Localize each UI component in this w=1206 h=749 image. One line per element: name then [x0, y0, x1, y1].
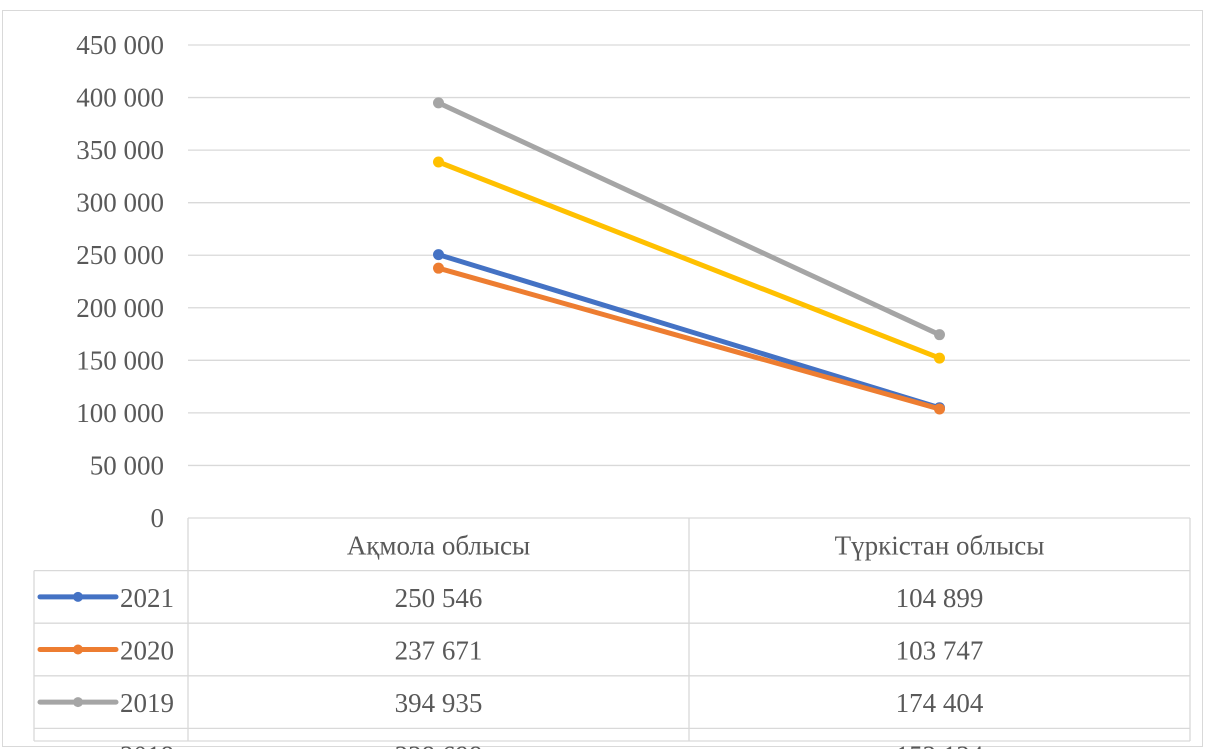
legend-key-marker — [73, 697, 83, 708]
legend-label: 2019 — [120, 688, 174, 718]
data-point — [934, 352, 945, 364]
series-line — [436, 265, 942, 412]
y-tick-label: 200 000 — [76, 293, 164, 323]
y-tick-label: 300 000 — [76, 188, 164, 218]
gridlines — [188, 44, 1190, 467]
series-line — [436, 100, 942, 338]
series-line — [436, 252, 942, 411]
legend-label: 2021 — [120, 583, 174, 613]
data-point — [934, 329, 945, 341]
series-lines — [433, 97, 945, 415]
legend-label: 2018 — [120, 741, 174, 749]
data-table-value: 152 124 — [896, 741, 984, 749]
legend-label: 2020 — [120, 636, 174, 666]
y-tick-label: 350 000 — [76, 135, 164, 165]
series-line — [436, 159, 942, 361]
y-tick-label: 450 000 — [76, 30, 164, 60]
y-tick-label: 400 000 — [76, 83, 164, 113]
x-tick-label: Ақмола облысы — [347, 530, 530, 560]
y-tick-label: 150 000 — [76, 345, 164, 375]
data-point — [934, 403, 945, 415]
data-point — [433, 249, 444, 261]
chart-frame — [2, 10, 1203, 747]
data-table-value: 338 698 — [395, 741, 483, 749]
data-table-value: 104 899 — [896, 583, 984, 613]
data-point — [433, 97, 444, 109]
data-point — [433, 156, 444, 168]
legend-key-marker — [73, 591, 83, 602]
data-table-value: 394 935 — [395, 688, 483, 718]
data-table-value: 103 747 — [896, 636, 984, 666]
data-table-value: 174 404 — [896, 688, 984, 718]
y-tick-label: 50 000 — [90, 450, 164, 480]
y-tick-label: 0 — [151, 503, 165, 533]
x-tick-label: Түркістан облысы — [835, 530, 1045, 560]
y-axis-ticks: 0 50 000 100 000 150 000 200 000 250 000 300 0… — [76, 30, 164, 533]
legend-key-marker — [73, 644, 83, 655]
data-table: Ақмола облысы Түркістан облысы 2021 250 546… — [33, 517, 1191, 749]
data-table-value: 250 546 — [395, 583, 483, 613]
y-tick-label: 250 000 — [76, 240, 164, 270]
data-point — [433, 262, 444, 274]
data-table-value: 237 671 — [395, 636, 483, 666]
y-tick-label: 100 000 — [76, 398, 164, 428]
